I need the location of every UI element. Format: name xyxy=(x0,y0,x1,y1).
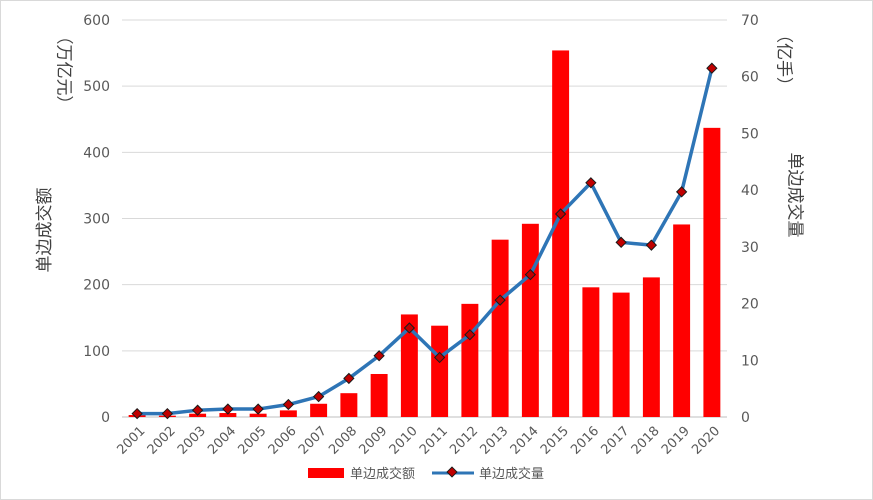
bar-series xyxy=(128,50,721,417)
legend-line-label: 单边成交量 xyxy=(479,466,544,482)
x-tick-label: 2012 xyxy=(447,424,481,458)
left-axis-label: 单边成交额 xyxy=(35,188,55,273)
left-tick-label: 500 xyxy=(83,79,110,95)
line-point xyxy=(403,322,416,334)
x-tick-label: 2004 xyxy=(205,424,239,458)
line-point xyxy=(585,177,597,189)
x-tick-label: 2013 xyxy=(477,424,511,458)
legend: 单边成交额 单边成交量 xyxy=(308,466,544,482)
grid-lines xyxy=(122,19,727,418)
bar xyxy=(582,287,600,417)
x-tick-label: 2007 xyxy=(296,424,330,458)
line-point xyxy=(615,236,627,248)
bar xyxy=(521,223,539,417)
right-axis-label: 单边成交量 xyxy=(785,153,805,238)
x-tick-label: 2003 xyxy=(175,424,209,458)
bar xyxy=(431,325,449,417)
left-tick-label: 600 xyxy=(83,13,110,29)
x-tick-label: 2006 xyxy=(266,424,300,458)
x-tick-label: 2005 xyxy=(235,424,269,458)
line-point xyxy=(494,294,506,306)
line-point xyxy=(131,407,143,420)
right-axis-ticks: 0 10 20 30 40 50 60 70 xyxy=(741,13,759,426)
right-tick-label: 30 xyxy=(741,240,759,256)
x-tick-label: 2001 xyxy=(114,424,148,458)
x-tick-label: 2017 xyxy=(598,424,632,458)
line-point xyxy=(282,398,295,411)
right-tick-label: 10 xyxy=(741,353,759,369)
right-tick-label: 60 xyxy=(741,70,759,86)
line-point xyxy=(222,403,234,415)
line-point xyxy=(343,372,355,385)
x-tick-label: 2015 xyxy=(538,424,572,458)
bar xyxy=(310,403,328,417)
x-tick-label: 2009 xyxy=(356,424,390,458)
bar xyxy=(249,413,267,417)
line-point xyxy=(464,329,476,341)
right-axis-unit: （亿手） xyxy=(774,26,794,94)
x-axis-ticks: 2001200220032004200520062007200820092010… xyxy=(114,424,723,458)
x-tick-label: 2014 xyxy=(508,424,542,458)
left-tick-label: 0 xyxy=(101,410,110,426)
right-tick-label: 50 xyxy=(741,126,759,142)
left-tick-label: 300 xyxy=(83,212,110,228)
x-tick-label: 2002 xyxy=(145,424,179,458)
line-series xyxy=(131,62,718,420)
bar xyxy=(400,314,418,417)
right-tick-label: 20 xyxy=(741,297,759,313)
line-point xyxy=(706,62,718,74)
line-point xyxy=(645,239,658,251)
left-tick-label: 100 xyxy=(83,344,110,360)
legend-bar-label: 单边成交额 xyxy=(350,466,415,482)
x-tick-label: 2008 xyxy=(326,424,360,458)
x-tick-label: 2020 xyxy=(689,424,723,458)
left-tick-label: 400 xyxy=(83,145,110,161)
bar xyxy=(703,127,721,417)
bar xyxy=(461,303,479,417)
x-tick-label: 2011 xyxy=(417,424,451,458)
bar xyxy=(642,277,660,417)
x-tick-label: 2019 xyxy=(659,424,693,458)
right-tick-label: 0 xyxy=(741,410,750,426)
line-point xyxy=(433,351,446,364)
line-point xyxy=(675,186,688,198)
line-point xyxy=(191,404,204,416)
x-tick-label: 2018 xyxy=(629,424,663,458)
left-tick-label: 200 xyxy=(83,278,110,294)
bar xyxy=(673,224,691,417)
left-axis-unit: （万亿元） xyxy=(54,28,74,113)
legend-line-marker xyxy=(446,466,458,478)
line-point xyxy=(554,208,567,220)
line-point xyxy=(312,390,325,403)
line-point xyxy=(524,268,537,281)
right-tick-label: 40 xyxy=(741,183,759,199)
bar xyxy=(219,413,237,417)
line-point xyxy=(373,350,385,362)
right-tick-label: 70 xyxy=(741,13,759,29)
bar xyxy=(552,50,570,417)
line-point xyxy=(252,403,264,415)
x-tick-label: 2010 xyxy=(387,424,421,458)
legend-bar-swatch xyxy=(308,468,344,478)
left-axis-ticks: 0 100 200 300 400 500 600 xyxy=(83,13,110,426)
bar xyxy=(370,373,388,417)
x-tick-label: 2016 xyxy=(568,424,602,458)
bar xyxy=(491,239,509,417)
bar xyxy=(279,410,297,417)
line-point xyxy=(161,407,174,420)
bar xyxy=(612,292,630,417)
bar xyxy=(340,393,358,417)
